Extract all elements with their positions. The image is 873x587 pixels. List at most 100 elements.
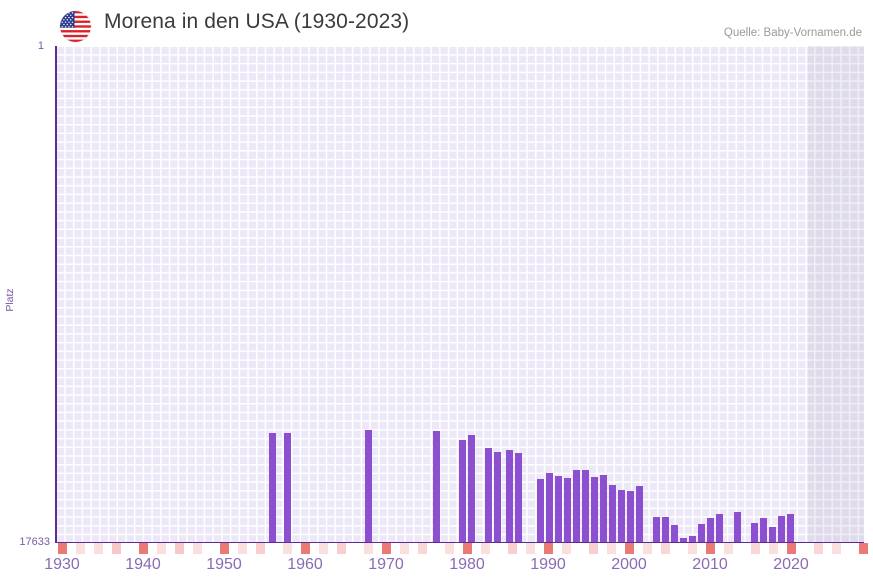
chart-header: Morena in den USA (1930-2023) Quelle: Ba… [0,0,873,44]
bar-1980[interactable] [494,452,501,542]
bar-2006[interactable] [689,536,696,542]
x-tick-marker [175,543,184,554]
x-tick-marker [238,543,247,554]
bar-2017[interactable] [787,514,794,542]
bar-2014[interactable] [760,518,767,542]
bar-1981[interactable] [506,450,513,542]
bar-1967[interactable] [365,430,372,542]
x-tick-marker [643,543,652,554]
x-axis-label-1990: 1990 [530,556,566,573]
x-tick-marker [859,543,868,554]
x-axis-label-1980: 1980 [449,556,485,573]
bar-1993[interactable] [573,470,580,542]
x-axis-label-2020: 2020 [773,556,809,573]
bar-1997[interactable] [609,485,616,542]
bar-1995[interactable] [591,477,598,542]
bars-layer [56,46,864,542]
bar-1989[interactable] [537,479,544,542]
us-flag-icon [60,11,91,42]
x-tick-marker [832,543,841,554]
bar-1994[interactable] [582,470,589,542]
x-tick-marker [157,543,166,554]
bar-2002[interactable] [653,517,660,542]
bar-2011[interactable] [734,512,741,542]
page-title: Morena in den USA (1930-2023) [104,10,410,33]
x-tick-marker [463,543,472,554]
x-tick-marker [625,543,634,554]
x-tick-marker [724,543,733,554]
bar-2005[interactable] [680,538,687,542]
bar-1992[interactable] [564,478,571,542]
bar-2013[interactable] [751,523,758,542]
x-tick-marker [112,543,121,554]
x-tick-marker [193,543,202,554]
bar-2000[interactable] [636,486,643,542]
x-axis-label-1930: 1930 [44,556,80,573]
bar-1957[interactable] [284,433,291,542]
bar-1990[interactable] [546,473,553,542]
x-tick-marker [400,543,409,554]
bar-1996[interactable] [600,475,607,542]
bar-2003[interactable] [662,517,669,542]
x-tick-marker [481,543,490,554]
x-axis-labels: 1930 1940 1950 1960 1970 1980 1990 2000 2010 2020 [0,556,873,582]
bar-1982[interactable] [515,453,522,542]
x-tick-marker [337,543,346,554]
x-tick-marker [58,543,67,554]
x-tick-marker [769,543,778,554]
x-axis-label-1960: 1960 [287,556,323,573]
x-axis-label-2000: 2000 [611,556,647,573]
x-tick-marker [562,543,571,554]
y-axis-bottom-label: 17633 [19,536,50,548]
y-axis-top-label: 1 [37,40,44,52]
x-axis-label-1940: 1940 [125,556,161,573]
x-tick-marker [382,543,391,554]
source-attribution: Quelle: Baby-Vornamen.de [723,27,862,39]
x-tick-marker [706,543,715,554]
bar-1998[interactable] [618,490,625,542]
x-tick-marker [526,543,535,554]
bar-1956[interactable] [269,433,276,542]
x-axis-label-2010: 2010 [692,556,728,573]
x-tick-marker [418,543,427,554]
x-tick-marker [76,543,85,554]
plot-area [56,46,864,542]
x-axis-label-1970: 1970 [368,556,404,573]
x-tick-marker [319,543,328,554]
bar-1975[interactable] [433,431,440,542]
x-tick-marker [688,543,697,554]
x-tick-marker [94,543,103,554]
bar-1979[interactable] [485,448,492,542]
bar-1991[interactable] [555,476,562,542]
x-tick-marker [751,543,760,554]
bar-1978[interactable] [468,435,475,542]
bar-1977[interactable] [459,440,466,542]
y-axis-title: Platz [4,288,16,312]
bar-1999[interactable] [627,491,634,542]
bar-2007[interactable] [698,524,705,542]
bar-2015[interactable] [769,527,776,542]
bar-2009[interactable] [716,514,723,542]
x-tick-marker [544,543,553,554]
x-tick-marker [445,543,454,554]
x-tick-marker [661,543,670,554]
x-tick-marker [256,543,265,554]
x-tick-marker [589,543,598,554]
grid-background [56,46,864,542]
x-axis-line [55,541,864,544]
x-axis-label-1950: 1950 [206,556,242,573]
x-tick-marker [607,543,616,554]
y-axis-line [55,46,57,543]
x-tick-marker [139,543,148,554]
bar-2008[interactable] [707,518,714,542]
x-axis-tick-markers [56,543,868,554]
x-tick-marker [814,543,823,554]
x-tick-marker [220,543,229,554]
x-tick-marker [787,543,796,554]
x-tick-marker [283,543,292,554]
x-tick-marker [301,543,310,554]
bar-2004[interactable] [671,525,678,542]
bar-2016[interactable] [778,516,785,542]
x-tick-marker [508,543,517,554]
